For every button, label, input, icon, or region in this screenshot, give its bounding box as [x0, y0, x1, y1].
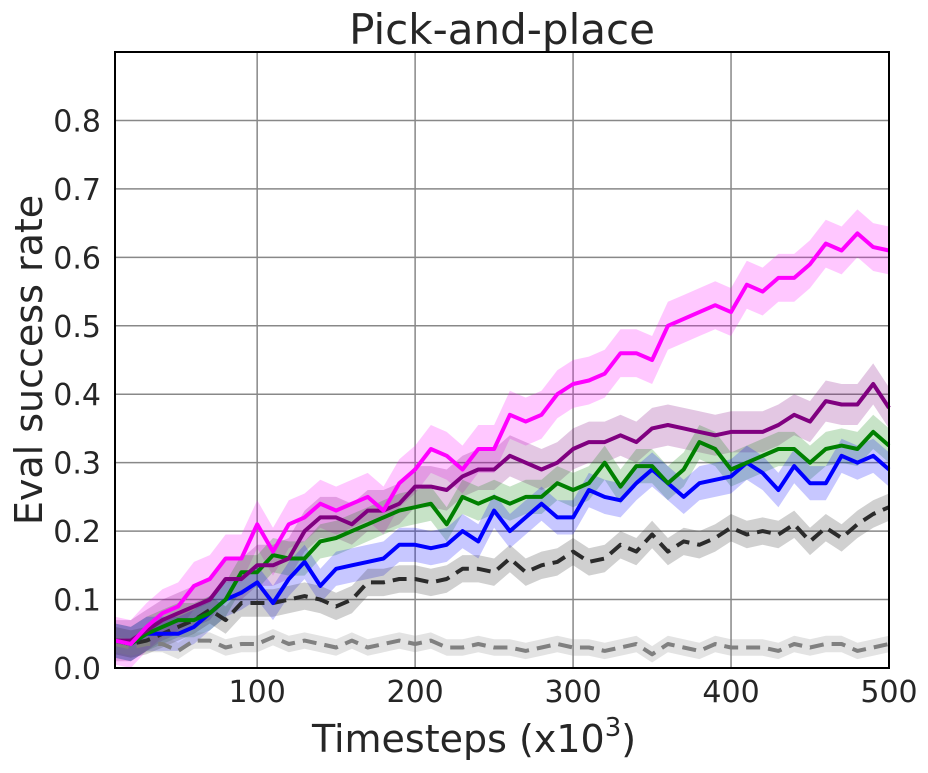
x-tick-label: 400: [702, 675, 759, 710]
series-line-1: [114, 231, 890, 646]
x-tick-labels: 100 200 300 400 500: [229, 675, 918, 710]
y-tick-label: 0.5: [53, 310, 101, 345]
x-axis-title: Timesteps (x103): [311, 713, 636, 761]
series-line-5: [114, 505, 890, 646]
x-axis-title-close: ): [621, 717, 636, 761]
y-tick-label: 0.0: [53, 652, 101, 687]
y-tick-label: 0.4: [53, 378, 101, 413]
y-tick-label: 0.6: [53, 241, 101, 276]
x-axis-title-main: Timesteps (x10: [311, 717, 605, 761]
grid: [115, 52, 890, 669]
x-tick-label: 500: [860, 675, 917, 710]
y-tick-label: 0.8: [53, 104, 101, 139]
plot-frame: [114, 51, 890, 669]
y-tick-label: 0.1: [53, 584, 101, 619]
series-line-3: [114, 429, 891, 646]
y-tick-labels: 0.0 0.1 0.2 0.3 0.4 0.5 0.6 0.7 0.8: [53, 104, 101, 687]
confidence-band-2: [115, 363, 889, 662]
series-lines: [114, 231, 891, 657]
y-tick-label: 0.3: [53, 447, 101, 482]
x-tick-label: 100: [229, 675, 286, 710]
y-tick-label: 0.7: [53, 173, 101, 208]
x-axis-title-superscript: 3: [605, 713, 622, 743]
confidence-band-5: [115, 493, 889, 658]
x-tick-label: 200: [386, 675, 443, 710]
x-tick-label: 300: [544, 675, 601, 710]
series-line-4: [114, 453, 891, 646]
confidence-band-1: [115, 209, 889, 668]
confidence-band-4: [115, 438, 889, 662]
series-line-6: [114, 635, 890, 657]
y-axis-title: Eval success rate: [7, 195, 51, 525]
series-line-2: [115, 382, 891, 643]
confidence-band-3: [115, 414, 889, 662]
y-tick-label: 0.2: [53, 515, 101, 550]
chart-title: Pick-and-place: [349, 5, 655, 54]
